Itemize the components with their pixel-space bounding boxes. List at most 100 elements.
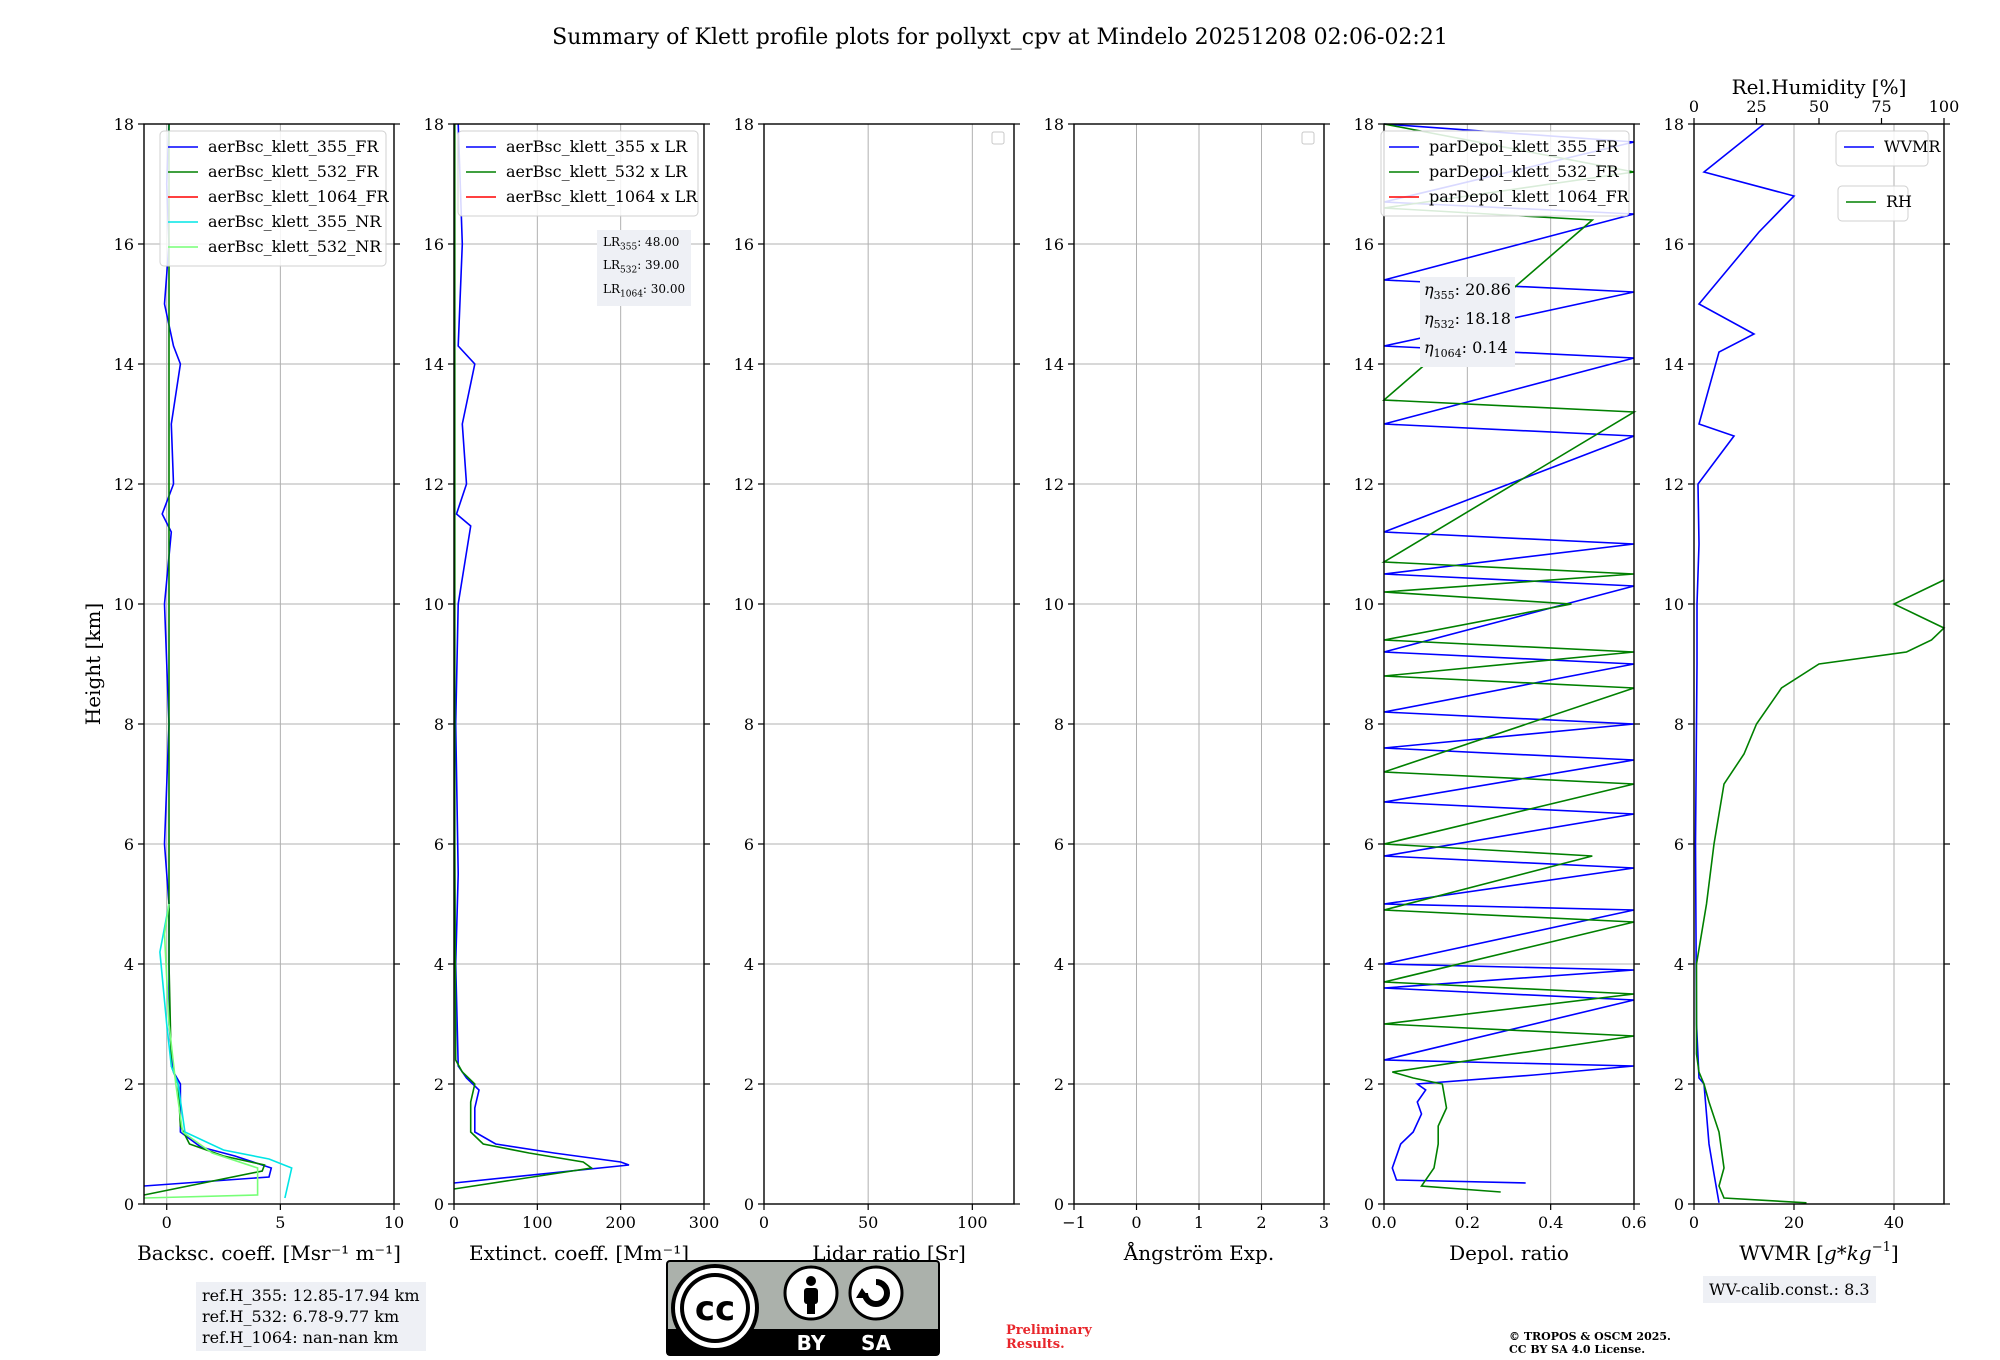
y-tick-label: 10 — [114, 595, 134, 614]
y-tick-label: 16 — [424, 235, 444, 254]
y-tick-label: 14 — [1044, 355, 1064, 374]
empty-legend — [1301, 131, 1315, 145]
x-axis-label: Ångström Exp. — [1123, 1240, 1274, 1265]
y-tick-label: 0 — [1674, 1195, 1684, 1214]
panel-depolarization: 0 2 4 6 8 10 12 14 16 18 0.0 0.2 0.4 0.6 Depol. ratio — [1354, 115, 1647, 1265]
sa-share-alike-icon — [848, 1265, 904, 1321]
x2-tick-label: 75 — [1871, 97, 1891, 116]
x-tick-label: 40 — [1884, 1213, 1904, 1232]
svg-text:BY: BY — [797, 1331, 826, 1355]
x2-tick-label: 25 — [1746, 97, 1766, 116]
panel-water-vapour: 0 2 4 6 8 10 12 14 16 18 0 20 40 WVMR [g*kg−1] 0 25 50 75… — [1664, 75, 1960, 1265]
x-tick-label: 0.4 — [1538, 1213, 1563, 1232]
ref-h-355: ref.H_355: 12.85-17.94 km — [202, 1286, 420, 1305]
y-tick-label: 16 — [114, 235, 134, 254]
svg-text:SA: SA — [861, 1331, 891, 1355]
wv-calib-box: WV-calib.const.: 8.3 — [1703, 1276, 1876, 1303]
lidar-ratio-box: LR355: 48.00 LR532: 39.00 LR1064: 30.00 — [597, 230, 692, 307]
y-tick-label: 4 — [1674, 955, 1684, 974]
x-tick-label: 0 — [1131, 1213, 1141, 1232]
y-tick-label: 4 — [1364, 955, 1374, 974]
axes-frame — [453, 123, 705, 1205]
y-tick-label: 8 — [124, 715, 134, 734]
y-tick-label: 6 — [434, 835, 444, 854]
y-tick-label: 4 — [434, 955, 444, 974]
y-tick-label: 0 — [124, 1195, 134, 1214]
y-tick-label: 8 — [744, 715, 754, 734]
x-tick-label: 0 — [759, 1213, 769, 1232]
x-tick-label: 0.0 — [1371, 1213, 1396, 1232]
x-tick-label: 100 — [957, 1213, 988, 1232]
axes-frame — [143, 123, 395, 1205]
y-tick-label: 14 — [114, 355, 134, 374]
x-tick-label: 0 — [449, 1213, 459, 1232]
y-tick-label: 6 — [744, 835, 754, 854]
eta-box: η355: 20.86 η532: 18.18 η1064: 0.14 — [1420, 277, 1515, 367]
y-tick-label: 2 — [124, 1075, 134, 1094]
x-tick-label: 0.2 — [1455, 1213, 1480, 1232]
y-tick-label: 2 — [744, 1075, 754, 1094]
y-tick-label: 18 — [1664, 115, 1684, 134]
y-tick-label: 18 — [1354, 115, 1374, 134]
y-tick-label: 10 — [424, 595, 444, 614]
y-tick-label: 16 — [1354, 235, 1374, 254]
x-axis-label: Backsc. coeff. [Msr⁻¹ m⁻¹] — [137, 1241, 401, 1265]
y-tick-label: 16 — [1044, 235, 1064, 254]
legend-label: RH — [1886, 192, 1912, 211]
x2-tick-label: 100 — [1929, 97, 1960, 116]
x-axis-label: Depol. ratio — [1449, 1241, 1569, 1265]
legend-label: parDepol_klett_355_FR — [1429, 137, 1620, 156]
y-tick-label: 14 — [1664, 355, 1684, 374]
y-tick-label: 18 — [734, 115, 754, 134]
y-tick-label: 18 — [114, 115, 134, 134]
axes-frame — [1383, 123, 1635, 1205]
x-tick-label: 200 — [605, 1213, 636, 1232]
y-tick-label: 2 — [1674, 1075, 1684, 1094]
y-tick-label: 2 — [1364, 1075, 1374, 1094]
legend-label: aerBsc_klett_532_FR — [208, 162, 379, 181]
y-tick-label: 6 — [1054, 835, 1064, 854]
legend-label: aerBsc_klett_1064_FR — [208, 187, 390, 206]
series-aerbsc-klett-532-x-lr — [453, 124, 594, 1190]
copyright-note: © TROPOS & OSCM 2025. CC BY SA 4.0 Licen… — [1509, 1330, 1671, 1356]
y-tick-label: 8 — [434, 715, 444, 734]
legend-backscatter: aerBsc_klett_355_FR aerBsc_klett_532_FRae… — [159, 130, 390, 267]
legend-frame — [159, 130, 387, 267]
series-aerbsc-klett-532-nr — [143, 903, 259, 1199]
series-aerbsc-klett-532-fr — [143, 124, 266, 1196]
axes-frame — [763, 123, 1015, 1205]
x-tick-label: 10 — [384, 1213, 404, 1232]
y-tick-label: 0 — [434, 1195, 444, 1214]
y-tick-label: 12 — [1354, 475, 1374, 494]
legend-frame — [1837, 185, 1909, 222]
x-tick-label: 300 — [689, 1213, 720, 1232]
legend-label: parDepol_klett_1064_FR — [1429, 187, 1630, 206]
x-tick-label: 3 — [1319, 1213, 1329, 1232]
y-tick-label: 16 — [734, 235, 754, 254]
y-tick-label: 4 — [124, 955, 134, 974]
ref-h-532: ref.H_532: 6.78-9.77 km — [202, 1307, 400, 1326]
y-tick-label: 0 — [1364, 1195, 1374, 1214]
x-tick-label: 0 — [1689, 1213, 1699, 1232]
y-tick-label: 12 — [424, 475, 444, 494]
y-tick-label: 6 — [124, 835, 134, 854]
legend-label: aerBsc_klett_355 x LR — [506, 137, 688, 156]
y-tick-label: 8 — [1364, 715, 1374, 734]
y-tick-label: 18 — [1044, 115, 1064, 134]
y-tick-label: 14 — [1354, 355, 1374, 374]
series-rh — [1695, 579, 1946, 1204]
series-aerbsc-klett-355-nr — [159, 903, 293, 1199]
x-tick-label: 100 — [522, 1213, 553, 1232]
cc-by-sa-badge: cc BY SA — [666, 1260, 940, 1356]
y-tick-label: 8 — [1054, 715, 1064, 734]
series-aerbsc-klett-355-x-lr — [453, 123, 630, 1184]
y-tick-label: 10 — [1354, 595, 1374, 614]
series-aerbsc-klett-355-fr — [143, 123, 273, 1187]
x-tick-label: 2 — [1256, 1213, 1266, 1232]
preliminary-results-note: Preliminary Results. — [1006, 1323, 1092, 1352]
y-tick-label: 2 — [434, 1075, 444, 1094]
svg-text:cc: cc — [695, 1289, 735, 1329]
figure-title: Summary of Klett profile plots for polly… — [552, 25, 1448, 50]
